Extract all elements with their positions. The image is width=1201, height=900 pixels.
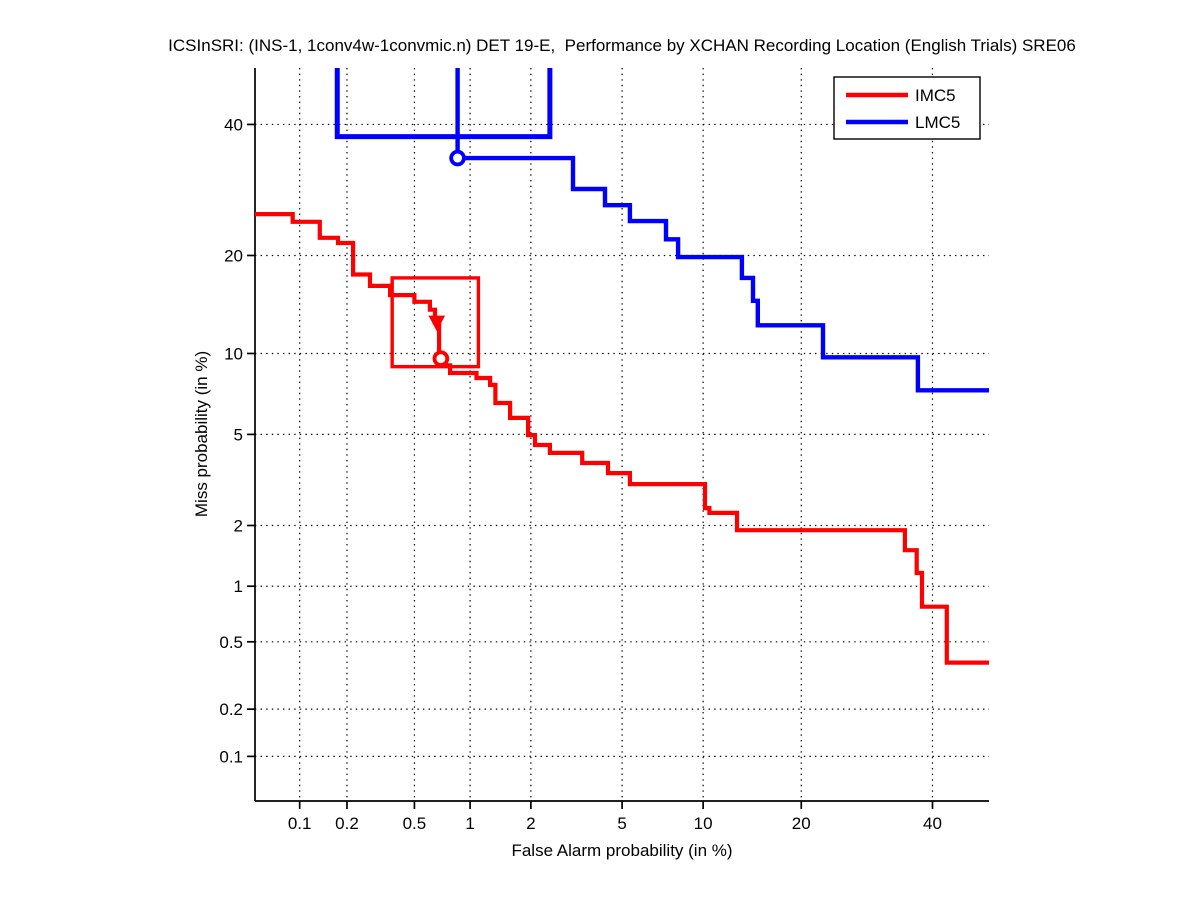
x-tick-label: 0.2: [335, 814, 359, 833]
y-tick-label: 0.5: [219, 633, 243, 652]
y-tick-label: 0.2: [219, 700, 243, 719]
legend-label-imc5: IMC5: [915, 86, 956, 105]
axis-ticks: [247, 123, 934, 809]
y-tick-label: 2: [234, 516, 243, 535]
chart-title: ICSInSRI: (INS-1, 1conv4w-1convmic.n) DE…: [168, 36, 1076, 55]
legend-frame: [833, 76, 981, 140]
x-tick-label: 0.1: [288, 814, 312, 833]
x-tick-label: 0.5: [403, 814, 427, 833]
y-tick-label: 5: [234, 425, 243, 444]
operating-point-annotations: [334, 68, 553, 369]
triangle-down-marker-imc5: [428, 315, 446, 332]
legend-box: IMC5 LMC5: [833, 76, 981, 140]
x-tick-labels: 0.1 0.2 0.5 1 2 5 10 20 40: [288, 814, 942, 833]
y-tick-label: 20: [224, 246, 243, 265]
x-tick-label: 20: [792, 814, 811, 833]
det-curves: [255, 68, 989, 665]
circle-marker-lmc5: [449, 149, 466, 167]
x-tick-label: 5: [617, 814, 626, 833]
y-tick-labels: 0.1 0.2 0.5 1 2 5 10 20 40: [219, 115, 243, 766]
curve-lmc5: [455, 68, 989, 393]
x-tick-label: 10: [694, 814, 713, 833]
curve-imc5: [255, 212, 989, 665]
y-tick-label: 40: [224, 115, 243, 134]
x-tick-label: 2: [526, 814, 535, 833]
y-tick-label: 1: [234, 577, 243, 596]
circle-marker-imc5: [432, 350, 450, 367]
legend-label-lmc5: LMC5: [915, 113, 960, 132]
axis-spines: [254, 68, 989, 802]
gridlines: [255, 68, 989, 801]
operating-point-box-imc5: [390, 276, 481, 369]
y-tick-label: 10: [224, 344, 243, 363]
x-axis-label: False Alarm probability (in %): [511, 841, 732, 860]
x-tick-label: 40: [923, 814, 942, 833]
x-tick-label: 1: [465, 814, 474, 833]
y-axis-label: Miss probability (in %): [192, 351, 211, 517]
y-tick-label: 0.1: [219, 747, 243, 766]
operating-point-box-lmc5: [334, 68, 553, 140]
